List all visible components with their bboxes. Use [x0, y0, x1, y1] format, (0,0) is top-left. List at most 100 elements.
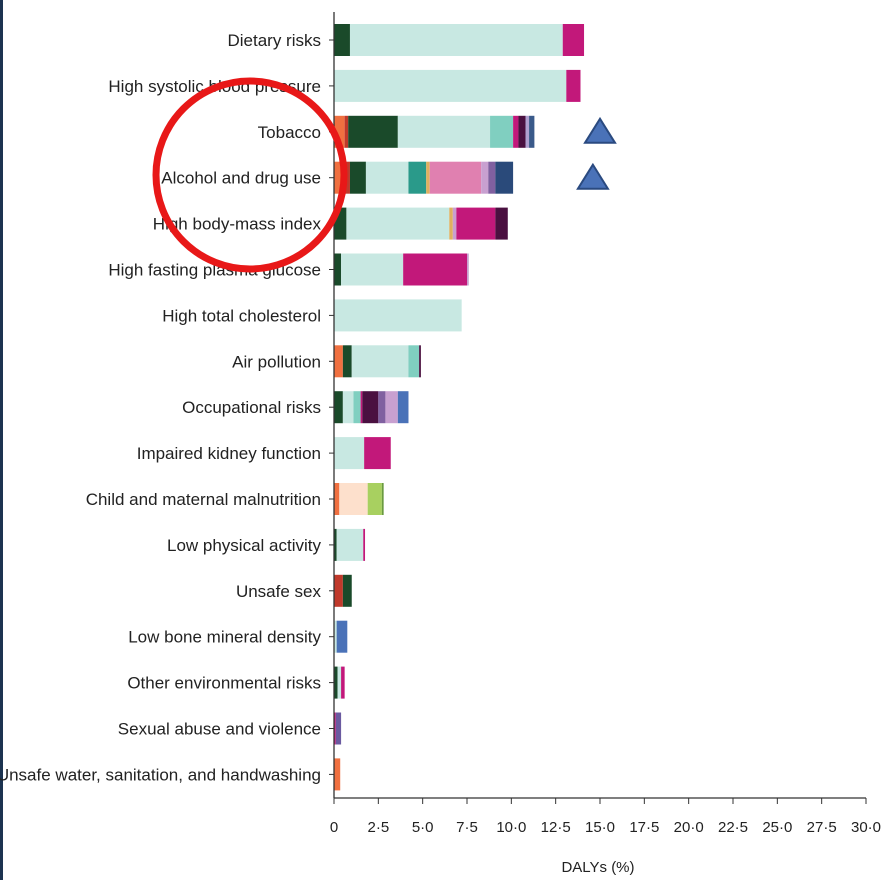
y-tick-label: High body-mass index [153, 215, 322, 234]
bar-segment-0-1 [349, 24, 563, 56]
bar-segment-14-0 [334, 666, 338, 699]
y-tick-label: Unsafe water, sanitation, and handwashin… [0, 765, 321, 784]
bar-segment-2-7 [525, 115, 530, 148]
bar-segment-10-1 [339, 483, 368, 515]
x-tick-label: 25·0 [762, 819, 792, 836]
y-tick-label: Air pollution [232, 352, 321, 371]
y-tick-label: Low physical activity [167, 536, 322, 555]
bar-segment-2-3 [397, 115, 491, 148]
bar-segment-11-1 [336, 528, 364, 561]
bar-segment-8-6 [385, 391, 398, 424]
bar-segment-4-2 [449, 207, 453, 240]
bar-segment-3-7 [481, 161, 489, 194]
bar-segment-12-1 [342, 574, 352, 607]
x-axis: 0 2·5 5·0 7·5 10·0 12·5 15·0 17·5 20·0 22·5 25·0 27… [329, 12, 881, 836]
y-tick-label: Alcohol and drug use [161, 169, 321, 188]
bar-segment-4-4 [456, 207, 496, 240]
bar-segment-10-3 [381, 483, 384, 515]
y-tick-label: Impaired kidney function [137, 444, 321, 463]
highlight-circle [152, 77, 348, 273]
bar-segment-7-1 [342, 345, 352, 378]
bar-segment-7-2 [351, 345, 409, 378]
bar-segment-8-3 [360, 391, 363, 424]
bar-segment-2-5 [513, 115, 519, 148]
bars-layer [334, 24, 585, 791]
bar-segment-3-5 [426, 161, 430, 194]
bar-segment-14-1 [337, 666, 342, 699]
y-tick-label: Other environmental risks [127, 674, 321, 693]
bar-segment-4-5 [495, 207, 508, 240]
y-tick-label: Dietary risks [227, 31, 321, 50]
bar-segment-3-4 [408, 161, 427, 194]
y-tick-label: Unsafe sex [236, 582, 322, 601]
bar-segment-5-0 [334, 253, 342, 286]
y-tick-label: Child and maternal malnutrition [86, 490, 321, 509]
bar-segment-13-1 [336, 620, 348, 653]
bar-segment-14-2 [341, 666, 345, 699]
bar-segment-8-0 [334, 391, 343, 424]
bar-segment-11-2 [363, 528, 366, 561]
y-tick-label: High total cholesterol [162, 306, 321, 325]
x-tick-label: 22·5 [718, 819, 748, 836]
bar-segment-3-8 [488, 161, 496, 194]
bar-segment-9-1 [364, 437, 391, 470]
bar-segment-15-0 [334, 712, 336, 745]
bar-segment-3-2 [349, 161, 366, 194]
bar-segment-10-2 [367, 483, 382, 515]
x-tick-label: 0 [330, 819, 338, 836]
bar-segment-10-0 [334, 483, 340, 515]
x-tick-label: 12·5 [541, 819, 571, 836]
bar-segment-0-2 [562, 24, 585, 56]
triangle-marker [576, 162, 610, 190]
x-tick-label: 20·0 [674, 819, 704, 836]
bar-segment-4-1 [346, 207, 450, 240]
bar-segment-8-7 [397, 391, 409, 424]
bar-segment-8-2 [353, 391, 361, 424]
bar-segment-5-1 [341, 253, 404, 286]
bar-segment-1-0 [334, 69, 567, 102]
bar-segment-16-0 [334, 758, 341, 791]
triangle-marker [583, 116, 617, 144]
bar-segment-2-1 [344, 115, 349, 148]
y-tick-label: Occupational risks [182, 398, 321, 417]
bar-segment-3-0 [334, 161, 345, 194]
bar-segment-1-1 [566, 69, 581, 102]
y-tick-label: Low bone mineral density [128, 628, 321, 647]
bar-segment-2-0 [334, 115, 345, 148]
bar-segment-8-5 [378, 391, 386, 424]
bar-segment-5-3 [467, 253, 469, 286]
bar-segment-3-3 [365, 161, 409, 194]
annotations-layer [152, 77, 617, 273]
y-tick-label: Tobacco [258, 123, 321, 142]
bar-segment-9-0 [334, 437, 365, 470]
bar-segment-7-4 [419, 345, 421, 378]
bar-segment-5-2 [403, 253, 467, 286]
x-tick-label: 5·0 [412, 819, 434, 836]
bar-segment-8-4 [362, 391, 379, 424]
bar-segment-13-0 [334, 620, 337, 653]
bar-segment-0-0 [334, 24, 350, 56]
bar-segment-2-4 [490, 115, 514, 148]
y-tick-label: Sexual abuse and violence [118, 720, 321, 739]
bar-segment-2-6 [518, 115, 526, 148]
bar-segment-4-3 [452, 207, 457, 240]
bar-segment-8-1 [342, 391, 354, 424]
bar-segment-15-1 [335, 712, 342, 745]
bar-segment-2-8 [529, 115, 535, 148]
x-axis-label: DALYs (%) [561, 859, 634, 876]
bar-segment-7-3 [408, 345, 420, 378]
x-tick-label: 10·0 [496, 819, 526, 836]
bar-segment-11-0 [334, 528, 337, 561]
x-tick-label: 27·5 [807, 819, 837, 836]
bar-segment-6-0 [334, 299, 462, 332]
bar-segment-3-9 [495, 161, 514, 194]
bar-segment-2-2 [348, 115, 398, 148]
x-tick-label: 17·5 [629, 819, 659, 836]
x-tick-label: 30·0 [851, 819, 881, 836]
bar-segment-12-0 [334, 574, 343, 607]
x-tick-label: 15·0 [585, 819, 615, 836]
x-tick-label: 2·5 [367, 819, 389, 836]
x-tick-label: 7·5 [456, 819, 478, 836]
